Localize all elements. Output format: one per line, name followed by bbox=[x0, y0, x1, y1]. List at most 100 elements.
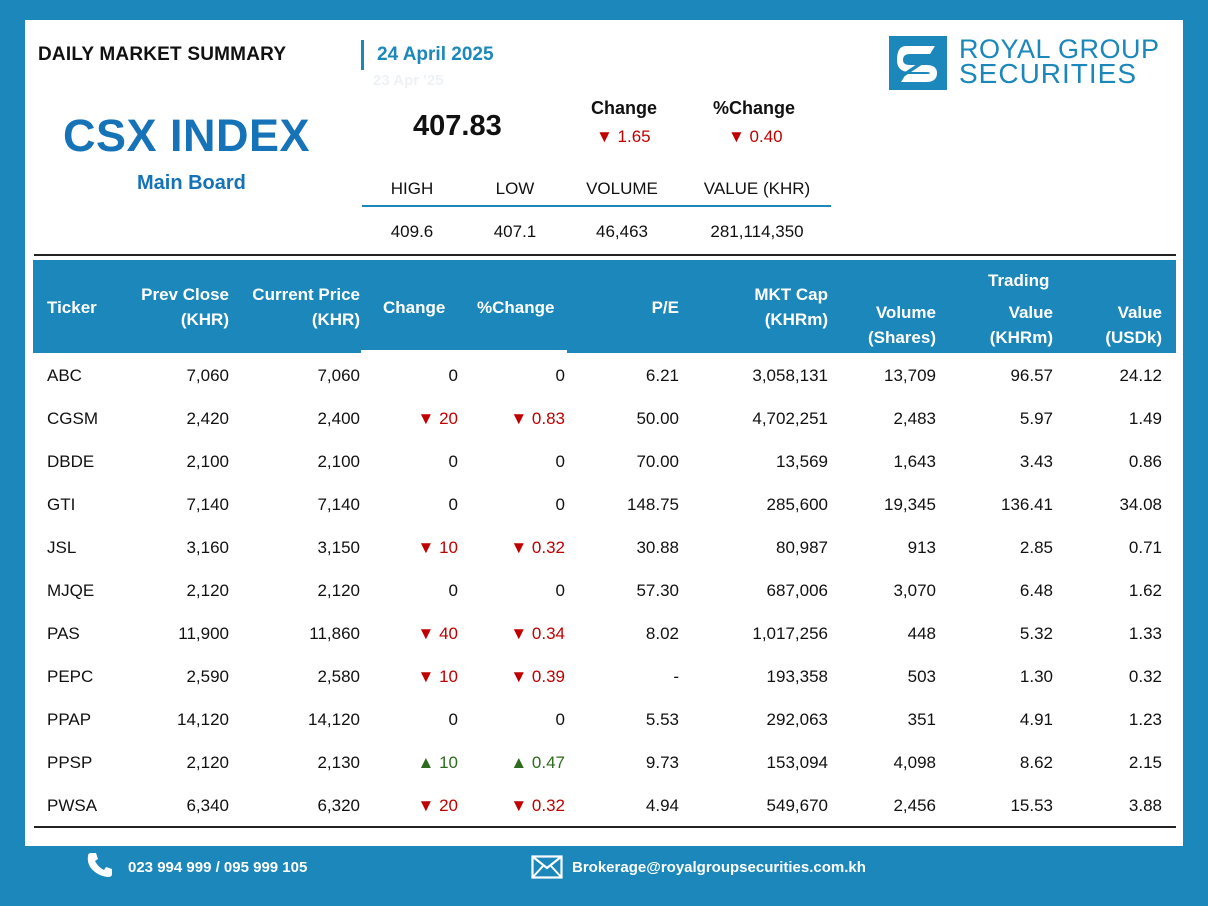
envelope-icon bbox=[531, 855, 563, 879]
table-row: MJQE 2,120 2,120 0 0 57.30 687,006 3,070 6.48 1.6… bbox=[33, 570, 1176, 613]
cell-value-khr: 4.91 bbox=[1019, 710, 1053, 729]
cell-ticker: ABC bbox=[47, 366, 82, 385]
cell-volume: 448 bbox=[907, 624, 936, 643]
index-value: 407.83 bbox=[413, 110, 502, 142]
table-row: PPAP 14,120 14,120 0 0 5.53 292,063 351 4.91 1.23 bbox=[33, 699, 1176, 742]
cell-volume: 13,709 bbox=[884, 366, 936, 385]
col-prev-close-line2: (KHR) bbox=[180, 310, 229, 329]
cell-mkt-cap: 1,017,256 bbox=[752, 624, 828, 643]
cell-mkt-cap: 193,358 bbox=[766, 667, 828, 686]
cell-current-price: 6,320 bbox=[317, 796, 360, 815]
cell-mkt-cap: 153,094 bbox=[766, 753, 828, 772]
cell-current-price: 2,130 bbox=[317, 753, 360, 772]
col-value-khr: Value (KHRm) bbox=[953, 300, 1053, 350]
col-trading-group: Trading bbox=[988, 271, 1050, 290]
cell-pe: 30.88 bbox=[636, 538, 679, 557]
cell-volume: 19,345 bbox=[884, 495, 936, 514]
cell-change: 0 bbox=[448, 581, 458, 600]
cell-volume: 1,643 bbox=[893, 452, 936, 471]
cell-mkt-cap: 285,600 bbox=[766, 495, 828, 514]
index-pct-change-label: %Change bbox=[713, 98, 796, 118]
cell-value-khr: 1.30 bbox=[1019, 667, 1053, 686]
index-name: CSX INDEX bbox=[63, 110, 311, 161]
cell-pe: 8.02 bbox=[645, 624, 679, 643]
table-row: DBDE 2,100 2,100 0 0 70.00 13,569 1,643 3.43 0.86 bbox=[33, 441, 1176, 484]
cell-volume: 2,483 bbox=[893, 409, 936, 428]
stat-value-volume: 46,463 bbox=[596, 222, 648, 241]
footer-email: Brokerage@royalgroupsecurities.com.kh bbox=[572, 859, 866, 876]
cell-value-usd: 24.12 bbox=[1119, 366, 1162, 385]
cell-prev-close: 6,340 bbox=[186, 796, 229, 815]
table-row: ABC 7,060 7,060 0 0 6.21 3,058,131 13,709 96.57 2… bbox=[33, 355, 1176, 398]
cell-prev-close: 2,120 bbox=[186, 753, 229, 772]
cell-volume: 913 bbox=[907, 538, 936, 557]
cell-prev-close: 2,590 bbox=[186, 667, 229, 686]
col-value-usd-line2: (USDk) bbox=[1105, 328, 1162, 347]
footer-phone: 023 994 999 / 095 999 105 bbox=[128, 859, 308, 876]
cell-value-usd: 1.33 bbox=[1128, 624, 1162, 643]
stat-header-high: HIGH bbox=[390, 179, 434, 198]
cell-change: ▼ 40 bbox=[417, 624, 458, 643]
cell-pe: 9.73 bbox=[645, 753, 679, 772]
col-prev-close: Prev Close (KHR) bbox=[119, 282, 229, 332]
ghost-date: 23 Apr '25 bbox=[373, 72, 444, 89]
cell-current-price: 11,860 bbox=[309, 624, 360, 643]
cell-mkt-cap: 687,006 bbox=[766, 581, 828, 600]
cell-prev-close: 2,420 bbox=[186, 409, 229, 428]
cell-pe: 70.00 bbox=[636, 452, 679, 471]
cell-change: ▼ 10 bbox=[417, 667, 458, 686]
col-volume: Volume (Shares) bbox=[836, 300, 936, 350]
cell-value-khr: 136.41 bbox=[1001, 495, 1053, 514]
col-current-price: Current Price (KHR) bbox=[229, 282, 360, 332]
report-date: 24 April 2025 bbox=[377, 44, 494, 65]
board-label: Main Board bbox=[137, 172, 246, 194]
col-mkt-cap: MKT Cap (KHRm) bbox=[723, 282, 828, 332]
cell-pct-change: ▼ 0.34 bbox=[510, 624, 565, 643]
cell-current-price: 2,580 bbox=[317, 667, 360, 686]
cell-pct-change: ▼ 0.32 bbox=[510, 796, 565, 815]
cell-change: 0 bbox=[448, 366, 458, 385]
cell-current-price: 2,120 bbox=[317, 581, 360, 600]
cell-value-usd: 3.88 bbox=[1128, 796, 1162, 815]
market-summary-card: DAILY MARKET SUMMARY 24 April 2025 23 Ap… bbox=[25, 20, 1183, 846]
cell-value-usd: 1.62 bbox=[1128, 581, 1162, 600]
cell-pe: 50.00 bbox=[636, 409, 679, 428]
cell-volume: 503 bbox=[907, 667, 936, 686]
col-mkt-cap-line1: MKT Cap bbox=[754, 285, 828, 304]
cell-pct-change: 0 bbox=[555, 452, 565, 471]
table-row: PWSA 6,340 6,320 ▼ 20 ▼ 0.32 4.94 549,670 2,456… bbox=[33, 785, 1176, 828]
cell-pe: 4.94 bbox=[645, 796, 679, 815]
cell-prev-close: 2,120 bbox=[186, 581, 229, 600]
col-value-khr-line1: Value bbox=[1008, 303, 1053, 322]
table-row: PPSP 2,120 2,130 ▲ 10 ▲ 0.47 9.73 153,094 4,098… bbox=[33, 742, 1176, 785]
cell-pct-change: 0 bbox=[555, 366, 565, 385]
cell-current-price: 2,100 bbox=[317, 452, 360, 471]
cell-pct-change: 0 bbox=[555, 581, 565, 600]
date-divider bbox=[361, 40, 364, 70]
cell-value-khr: 8.62 bbox=[1019, 753, 1053, 772]
table-row: PEPC 2,590 2,580 ▼ 10 ▼ 0.39 - 193,358 503 1.30 0… bbox=[33, 656, 1176, 699]
cell-pe: 57.30 bbox=[636, 581, 679, 600]
cell-pe: 148.75 bbox=[627, 495, 679, 514]
col-pe: P/E bbox=[651, 298, 679, 317]
col-value-khr-line2: (KHRm) bbox=[989, 328, 1053, 347]
col-value-usd: Value (USDk) bbox=[1063, 300, 1162, 350]
table-row: GTI 7,140 7,140 0 0 148.75 285,600 19,345 136.41… bbox=[33, 484, 1176, 527]
col-prev-close-line1: Prev Close bbox=[141, 285, 229, 304]
cell-mkt-cap: 549,670 bbox=[766, 796, 828, 815]
cell-change: 0 bbox=[448, 710, 458, 729]
cell-prev-close: 7,140 bbox=[186, 495, 229, 514]
cell-current-price: 14,120 bbox=[308, 710, 360, 729]
cell-prev-close: 3,160 bbox=[186, 538, 229, 557]
cell-change: ▼ 20 bbox=[417, 796, 458, 815]
phone-icon bbox=[87, 853, 112, 877]
cell-volume: 4,098 bbox=[893, 753, 936, 772]
summary-title: DAILY MARKET SUMMARY bbox=[38, 44, 287, 65]
cell-pct-change: ▼ 0.39 bbox=[510, 667, 565, 686]
col-volume-line1: Volume bbox=[875, 303, 936, 322]
cell-pe: 5.53 bbox=[645, 710, 679, 729]
table-row: JSL 3,160 3,150 ▼ 10 ▼ 0.32 30.88 80,987 913 2.8… bbox=[33, 527, 1176, 570]
cell-pct-change: ▲ 0.47 bbox=[510, 753, 565, 772]
cell-value-khr: 2.85 bbox=[1019, 538, 1053, 557]
cell-value-khr: 5.32 bbox=[1019, 624, 1053, 643]
